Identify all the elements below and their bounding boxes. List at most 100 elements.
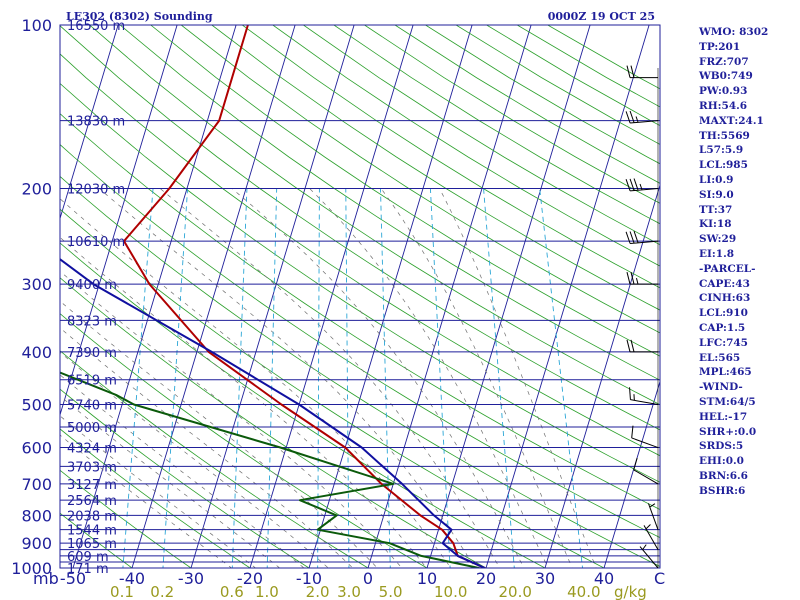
wind-barb xyxy=(625,178,659,192)
mixing-ratio-line xyxy=(266,188,278,568)
height-label: 3127 m xyxy=(67,478,117,493)
pressure-tick-label: 900 xyxy=(21,534,52,553)
sounding-title: LE302 (8302) Sounding xyxy=(66,10,213,23)
moist-adiabat-line xyxy=(231,188,525,568)
index-entry: TP:201 xyxy=(699,40,741,53)
y-axis-label: mb xyxy=(33,569,59,588)
plot-border xyxy=(59,24,661,569)
moist-adiabat-line xyxy=(60,236,427,568)
wind-barb xyxy=(625,230,659,245)
moist-adiabat-line xyxy=(98,188,476,568)
mixing-ratio-label: 20.0 xyxy=(499,583,532,600)
dry-adiabat-line xyxy=(60,388,310,568)
index-entry: FRZ:707 xyxy=(699,55,749,68)
mixing-ratio-line xyxy=(317,188,320,568)
mixing-ratio-label: 1.0 xyxy=(255,583,279,600)
mixing-ratio-line xyxy=(345,188,350,568)
index-entry: CINH:63 xyxy=(699,292,751,305)
isotherm-line xyxy=(131,25,296,568)
temperature-tick-label: 0 xyxy=(363,569,373,588)
isotherm-line xyxy=(60,25,119,220)
index-entry: LFC:745 xyxy=(699,336,748,349)
height-label: 13830 m xyxy=(67,115,125,130)
index-entry: CAPE:43 xyxy=(699,277,750,290)
index-entry: EHI:0.0 xyxy=(699,455,744,468)
height-label: 5000 m xyxy=(67,421,117,436)
sounding-datetime: 0000Z 19 OCT 25 xyxy=(547,10,655,23)
dry-adiabat-line xyxy=(211,25,660,311)
height-label: 1544 m xyxy=(67,524,117,539)
height-label: 4324 m xyxy=(67,442,117,457)
temperature-tick-label: 40 xyxy=(594,569,614,588)
dry-adiabat-line xyxy=(60,53,660,457)
isotherm-line xyxy=(0,25,59,580)
dry-adiabat-line xyxy=(119,25,660,381)
temperature-tick-label: -10 xyxy=(296,569,322,588)
height-label: 12030 m xyxy=(67,182,125,197)
moist-adiabat-line xyxy=(60,198,452,568)
isotherm-line xyxy=(190,25,355,568)
height-label: 609 m xyxy=(67,550,109,565)
dry-adiabat-line xyxy=(60,82,660,483)
mixing-ratio-label: 40.0 xyxy=(567,583,600,600)
pressure-tick-label: 500 xyxy=(21,396,52,415)
dry-adiabat-line xyxy=(60,428,251,568)
pressure-tick-label: 200 xyxy=(21,179,52,198)
index-entry: -WIND- xyxy=(699,381,743,394)
pressure-tick-label: 300 xyxy=(21,275,52,294)
index-entry: TT:37 xyxy=(699,203,733,216)
index-entry: -PARCEL- xyxy=(699,262,756,275)
temperature-tick-label: -20 xyxy=(237,569,263,588)
wind-barb xyxy=(631,425,659,449)
mixing-ratio-label: 10.0 xyxy=(434,583,467,600)
wind-barb xyxy=(626,339,658,353)
dry-adiabat-line xyxy=(60,512,133,568)
height-label: 171 m xyxy=(67,562,109,577)
temperature-tick-label: 30 xyxy=(535,569,555,588)
mixing-ratio-line xyxy=(122,188,154,568)
index-entry: BSHR:6 xyxy=(699,484,746,497)
indices-panel: WMO: 8302 TP:201 FRZ:707 WB0:749 PW:0.93 RH:5… xyxy=(699,25,799,499)
isotherm-line xyxy=(485,25,650,568)
moist-adiabat-line xyxy=(60,395,281,568)
temperature-tick-label: -30 xyxy=(178,569,204,588)
height-label: 5740 m xyxy=(67,399,117,414)
dry-adiabat-line xyxy=(60,242,546,568)
mixing-ratio-label: 2.0 xyxy=(306,583,330,600)
pressure-tick-label: 700 xyxy=(21,475,52,494)
moist-adiabat-line xyxy=(439,188,597,568)
index-entry: L57:5.9 xyxy=(699,144,744,157)
isotherm-line xyxy=(72,25,237,568)
wind-barb xyxy=(629,387,659,406)
dewpoint-trace xyxy=(60,371,480,568)
mixing-ratio-label: 0.6 xyxy=(220,583,244,600)
moist-adiabat-line xyxy=(60,270,403,568)
wind-barb xyxy=(639,544,659,569)
isotherm-line xyxy=(544,183,660,568)
height-label: 6519 m xyxy=(67,374,117,389)
isotherm-line xyxy=(249,25,414,568)
height-label: 7390 m xyxy=(67,346,117,361)
height-label: 1065 m xyxy=(67,537,117,552)
index-entry: SHR+:0.0 xyxy=(699,425,757,438)
index-entry: SI:9.0 xyxy=(699,188,734,201)
dry-adiabat-line xyxy=(180,25,660,334)
isotherm-line xyxy=(603,379,660,568)
mixing-ratio-label: 3.0 xyxy=(337,583,361,600)
dry-adiabat-line xyxy=(89,25,660,406)
pressure-tick-label: 1000 xyxy=(11,559,52,578)
dry-adiabat-line xyxy=(60,113,660,511)
temperature-tick-label: -40 xyxy=(119,569,145,588)
index-entry: STM:64/5 xyxy=(699,395,756,408)
dry-adiabat-line xyxy=(272,25,660,267)
temperature-tick-label: 20 xyxy=(476,569,496,588)
pressure-tick-label: 800 xyxy=(21,506,52,525)
mixing-ratio-unit: g/kg xyxy=(614,583,647,600)
height-label: 10610 m xyxy=(67,235,125,250)
mixing-ratio-line xyxy=(429,188,451,568)
isotherm-line xyxy=(367,25,532,568)
index-entry: HEL:-17 xyxy=(699,410,748,423)
mixing-ratio-line xyxy=(380,188,391,568)
height-label: 9400 m xyxy=(67,278,117,293)
